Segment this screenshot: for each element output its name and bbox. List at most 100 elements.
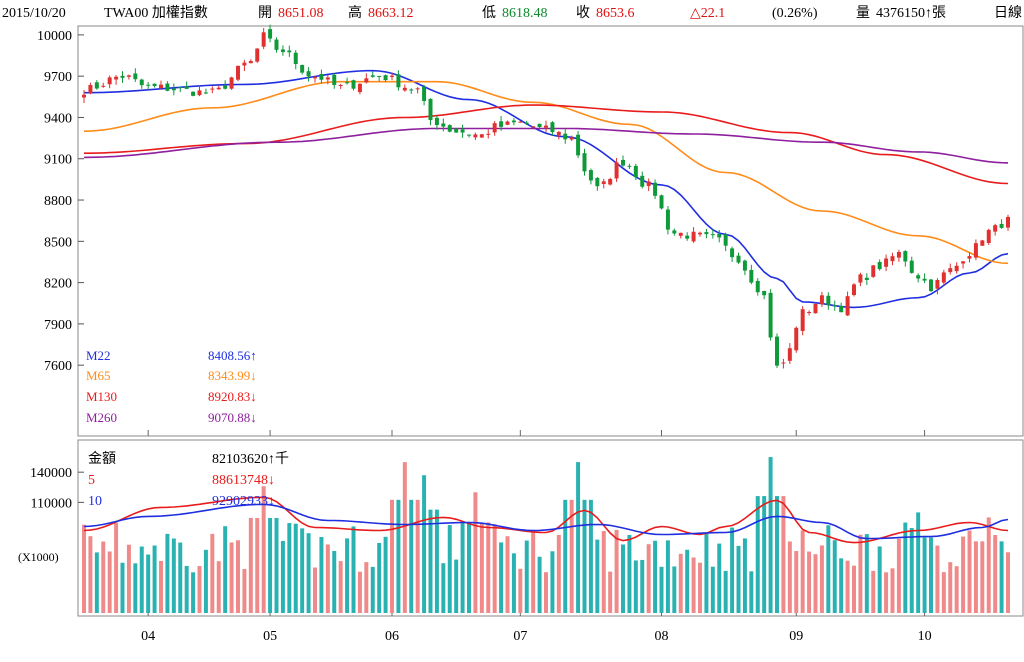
volume-bar [775, 496, 779, 613]
volume-bar [114, 522, 119, 613]
candle-body [165, 83, 170, 91]
candle-body [787, 348, 792, 361]
price-tick-label: 8200 [44, 277, 72, 292]
candle-body [434, 117, 439, 126]
candle-body [460, 129, 465, 133]
candle-body [338, 84, 343, 86]
candle-body [826, 295, 831, 305]
candle-body [646, 181, 651, 186]
volume-bar [396, 499, 401, 613]
volume-bar [486, 522, 491, 613]
candle-body [640, 175, 645, 187]
volume-bar [903, 522, 908, 613]
candle-body [325, 77, 330, 80]
volume-bar [402, 462, 407, 613]
candle-body [287, 50, 292, 53]
candle-body [653, 182, 658, 196]
candle-body [390, 75, 394, 77]
volume-bar [948, 562, 953, 613]
volume-bar [961, 536, 966, 613]
candle-body [755, 280, 760, 293]
volume-bar [800, 530, 805, 613]
legend-vma5-name: 5 [88, 473, 95, 488]
volume-bar [434, 509, 439, 613]
candle-body [248, 61, 253, 64]
candle-body [357, 83, 362, 93]
volume-bar [82, 524, 86, 613]
candle-body [255, 48, 260, 62]
volume-bar [723, 570, 728, 613]
volume-bar [896, 538, 901, 613]
volume-bar [280, 540, 285, 613]
month-label: 10 [918, 629, 932, 644]
candle-body [710, 234, 715, 236]
candle-body [473, 134, 478, 138]
candle-body [332, 74, 337, 86]
candle-body [101, 85, 106, 87]
candle-body [973, 243, 978, 258]
volume-bar [338, 561, 343, 613]
volume-bar [544, 572, 548, 613]
volume-bar [954, 566, 959, 613]
candle-body [986, 229, 991, 244]
open-label: 開 [258, 6, 272, 21]
candle-body [345, 82, 350, 84]
candle-body [781, 362, 786, 364]
volume-bar [126, 544, 131, 613]
candle-body [428, 98, 433, 121]
candle-body [614, 162, 619, 179]
volume-bar [146, 554, 151, 613]
volume-bar [287, 523, 292, 613]
volume-bar [916, 512, 921, 613]
close-value: 8653.6 [596, 6, 635, 21]
candle-body [107, 77, 112, 85]
candle-body [236, 65, 240, 80]
candle-body [120, 75, 125, 78]
volume-bar [672, 566, 677, 613]
volume-bar [248, 517, 253, 613]
volume-bar [986, 517, 991, 613]
candle-body [807, 311, 812, 313]
candle-body [775, 336, 779, 366]
volume-bar [646, 544, 651, 613]
period-label: 日線 [994, 5, 1022, 21]
volume-bar [191, 572, 196, 613]
volume-bar [370, 566, 375, 613]
volume-label: 量 [856, 5, 870, 21]
candle-body [929, 279, 933, 292]
month-label: 05 [263, 629, 277, 644]
candle-body [941, 272, 946, 283]
candle-body [518, 121, 523, 123]
price-axis: 10000 9700 9400 9100 8800 8500 8200 7900 7600 [37, 29, 84, 374]
volume-bar [345, 538, 350, 613]
volume-bar [755, 496, 760, 613]
candle-body [319, 73, 324, 80]
candle-body [351, 80, 356, 89]
volume-bar [884, 572, 889, 613]
volume-bar [159, 560, 163, 613]
volume-bar [357, 571, 362, 613]
legend-m65-value: 8343.99↓ [208, 368, 257, 383]
volume-bar [428, 509, 433, 613]
volume-unit-label: (X1000) [18, 550, 59, 564]
volume-bar [576, 462, 581, 613]
volume-bar [973, 541, 978, 613]
volume-bar [422, 475, 427, 613]
volume-bar [768, 457, 773, 613]
volume-bar [460, 522, 465, 613]
volume-bar [306, 533, 311, 613]
volume-ma-line-5 [83, 496, 1009, 544]
volume-bar [614, 529, 619, 613]
candle-body [588, 170, 593, 181]
candle-body [152, 83, 157, 87]
candle-body [300, 65, 305, 73]
candle-body [139, 79, 144, 86]
candle-body [383, 75, 388, 81]
candle-body [94, 82, 99, 89]
candle-body [537, 123, 542, 128]
candle-body [159, 84, 163, 89]
month-label: 07 [513, 629, 527, 644]
volume-tick-label: 140000 [30, 466, 72, 481]
candle-body [114, 76, 119, 80]
